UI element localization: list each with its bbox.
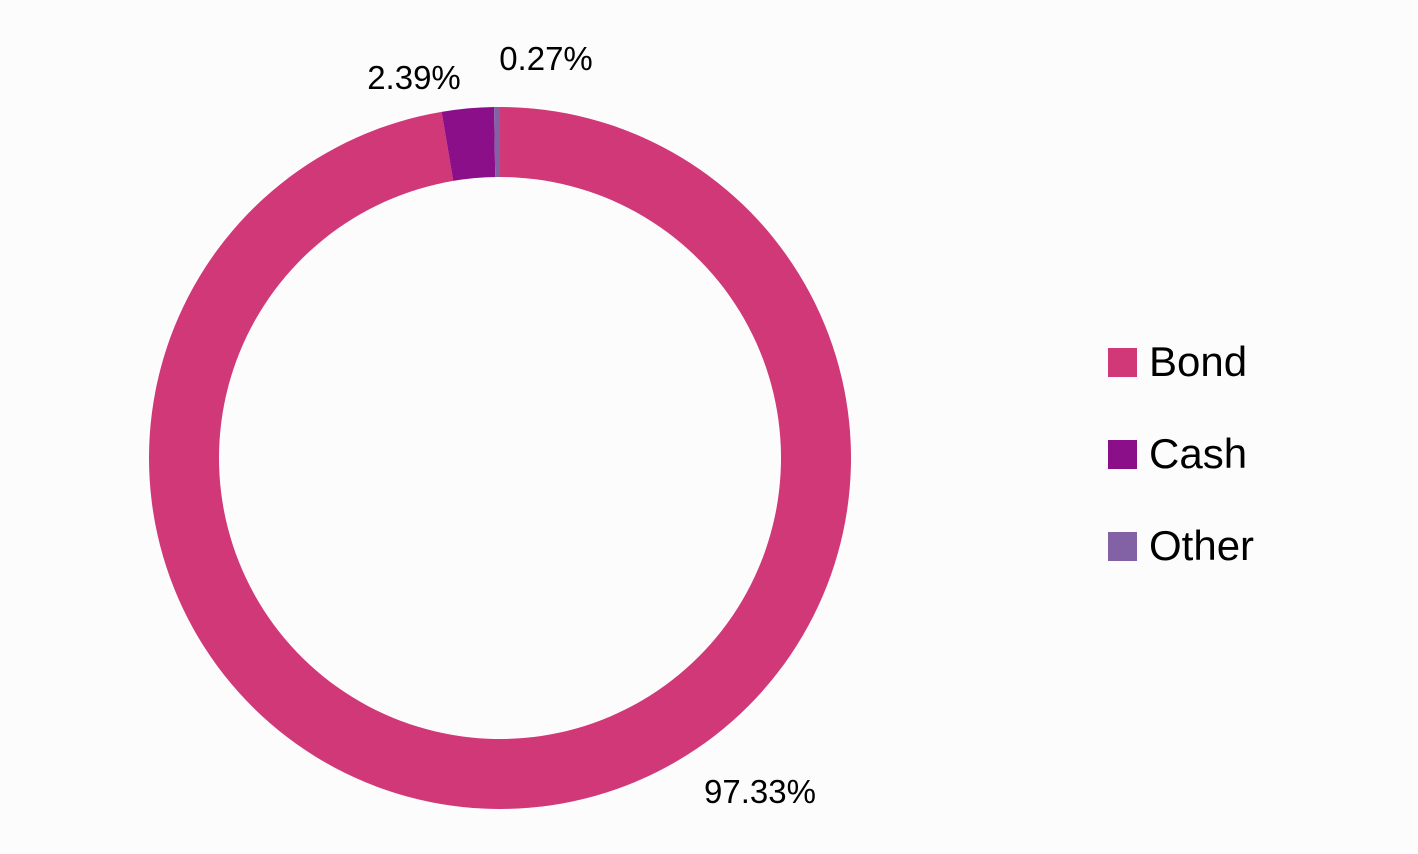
data-label-bond: 97.33% bbox=[704, 773, 816, 810]
slice-bond bbox=[148, 107, 851, 809]
legend-label-bond: Bond bbox=[1149, 338, 1248, 385]
data-label-cash: 2.39% bbox=[367, 59, 461, 96]
legend-swatch-cash bbox=[1108, 439, 1137, 469]
legend-label-other: Other bbox=[1149, 522, 1255, 569]
slices-group bbox=[148, 107, 851, 809]
legend-label-cash: Cash bbox=[1149, 430, 1248, 477]
legend-item-cash: Cash bbox=[1108, 430, 1254, 478]
data-labels-group: 97.33% 2.39% 0.27% bbox=[367, 40, 816, 810]
legend-swatch-other bbox=[1108, 531, 1137, 561]
legend-swatch-bond bbox=[1108, 347, 1137, 377]
legend: Bond Cash Other bbox=[1108, 338, 1254, 570]
legend-item-bond: Bond bbox=[1108, 338, 1254, 386]
data-label-other: 0.27% bbox=[499, 40, 593, 77]
slice-cash bbox=[441, 107, 496, 181]
legend-item-other: Other bbox=[1108, 522, 1254, 570]
slice-other bbox=[494, 107, 500, 178]
